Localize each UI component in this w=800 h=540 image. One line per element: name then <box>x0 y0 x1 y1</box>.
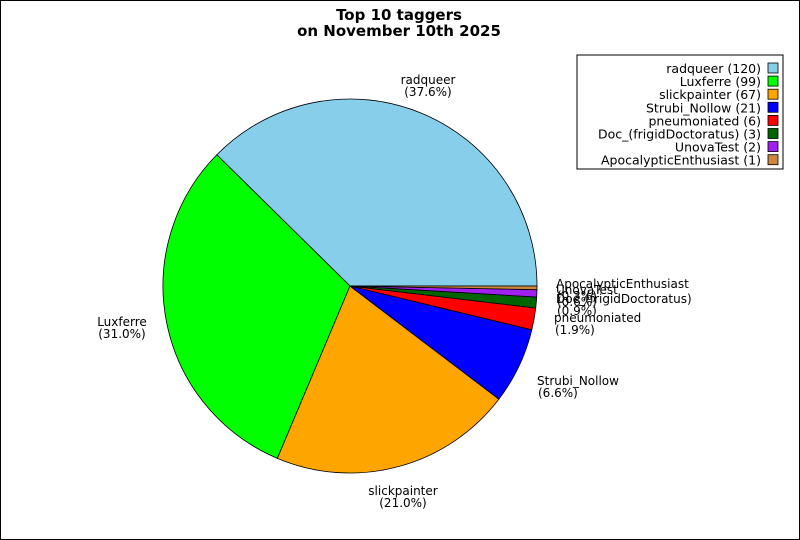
slice-percent-apocalypticenthusiast: (0.3%) <box>557 289 597 303</box>
slice-percent-pneumoniated: (1.9%) <box>555 323 595 337</box>
legend-swatch-doc-frigiddoctoratus <box>767 128 779 139</box>
slice-label-unovatest: UnovaTest <box>556 283 618 297</box>
slice-label-apocalypticenthusiast: ApocalypticEnthusiast <box>556 277 689 291</box>
legend-box <box>576 54 784 170</box>
pie-slice-apocalypticenthusiast <box>349 285 538 291</box>
slice-label-slickpainter: slickpainter <box>368 484 437 498</box>
legend-swatch-pneumoniated <box>767 115 779 126</box>
slice-label-luxferre: Luxferre <box>97 315 147 329</box>
legend-swatch-luxferre <box>767 75 779 87</box>
chart-title-line-1: Top 10 taggers <box>336 6 462 24</box>
legend-swatch-unovatest <box>767 141 779 153</box>
slice-percent-unovatest: (0.6%) <box>557 295 597 309</box>
pie-slice-radqueer <box>216 98 538 287</box>
pie-slice-luxferre <box>162 154 351 459</box>
legend-swatch-apocalypticenthusiast <box>767 154 779 166</box>
slice-percent-radqueer: (37.6%) <box>404 85 451 99</box>
legend-label-slickpainter: slickpainter (67) <box>659 87 761 102</box>
slice-label-pneumoniated: pneumoniated <box>554 311 641 325</box>
legend-label-radqueer: radqueer (120) <box>666 61 761 76</box>
slice-percent-luxferre: (31.0%) <box>98 327 145 341</box>
slice-percent-slickpainter: (21.0%) <box>379 496 426 510</box>
chart-title-line-2: on November 10th 2025 <box>297 22 501 40</box>
slice-percent-strubi-nollow: (6.6%) <box>538 386 578 400</box>
slice-label-strubi-nollow: Strubi_Nollow <box>537 374 619 388</box>
legend-label-strubi-nollow: Strubi_Nollow (21) <box>646 100 761 115</box>
legend-label-apocalypticenthusiast: ApocalypticEnthusiast (1) <box>601 153 761 168</box>
slice-labels: radqueer(37.6%) Luxferre(31.0%) slickpaint… <box>97 73 691 510</box>
legend-label-pneumoniated: pneumoniated (6) <box>648 113 761 128</box>
legend-label-unovatest: UnovaTest (2) <box>675 140 761 155</box>
slice-label-doc-frigiddoctoratus: Doc_(frigidDoctoratus) <box>556 292 692 306</box>
pie-slices <box>162 98 538 474</box>
pie-slice-slickpainter <box>276 285 500 474</box>
legend-swatch-strubi-nollow <box>767 101 779 113</box>
legend-swatch-radqueer <box>767 62 779 74</box>
legend-swatch-slickpainter <box>767 88 779 100</box>
legend: radqueer (120)Luxferre (99)slickpainter … <box>576 54 784 170</box>
legend-label-doc-frigiddoctoratus: Doc_(frigidDoctoratus) (3) <box>598 127 761 142</box>
slice-percent-doc-frigiddoctoratus: (0.9%) <box>557 304 597 318</box>
legend-label-luxferre: Luxferre (99) <box>680 74 761 89</box>
slice-label-radqueer: radqueer <box>401 73 456 87</box>
